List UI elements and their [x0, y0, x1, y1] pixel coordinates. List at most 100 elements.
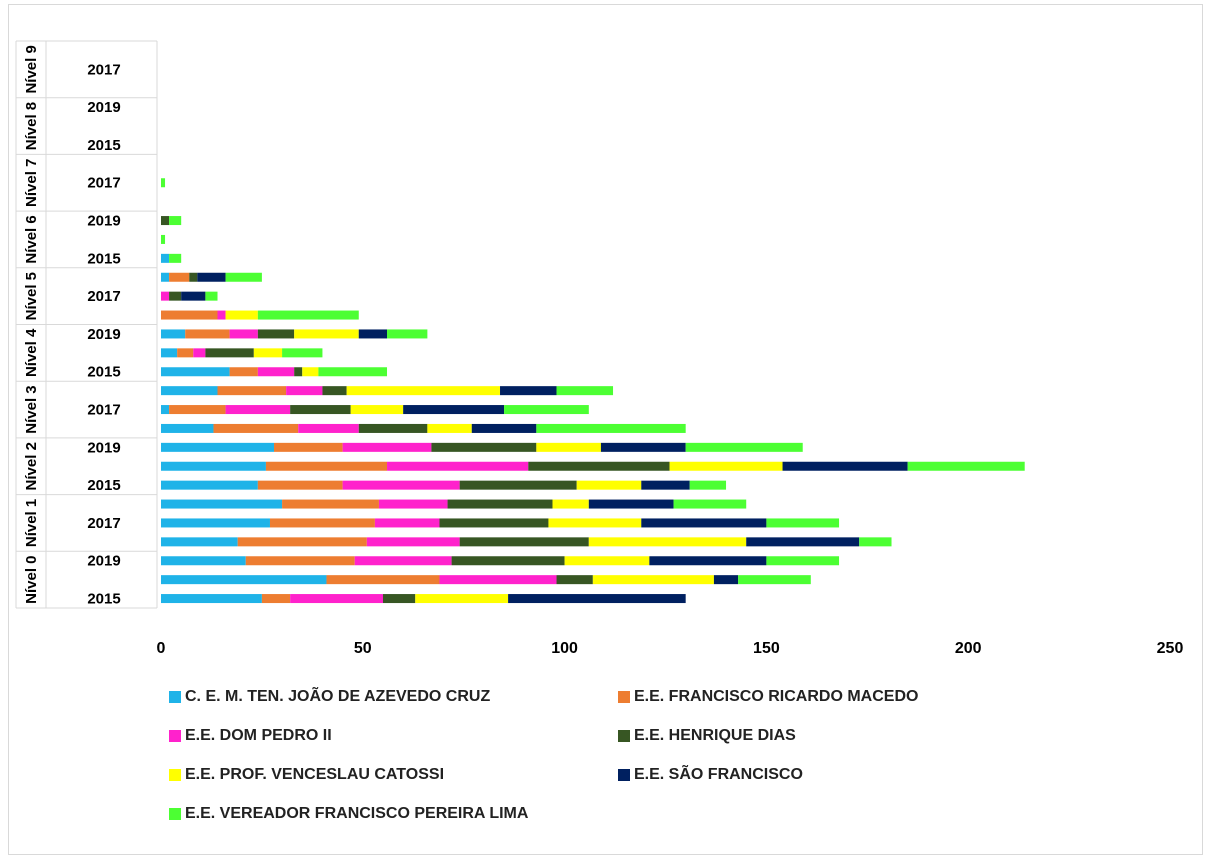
bar-segment [161, 461, 266, 471]
row-year-label: 2017 [87, 61, 120, 78]
bar-segment [342, 480, 460, 490]
bar-segment [161, 423, 214, 433]
legend-item: C. E. M. TEN. JOÃO DE AZEVEDO CRUZ [169, 688, 490, 706]
bar-segment [161, 329, 186, 339]
bar-segment [600, 442, 686, 452]
bar-segment [225, 310, 258, 320]
legend-label: E.E. PROF. VENCESLAU CATOSSI [185, 766, 445, 783]
bar-segment [282, 348, 323, 358]
bar-segment [592, 575, 714, 585]
group-label: Nível 0 [23, 555, 40, 603]
x-tick-label: 200 [955, 640, 982, 657]
bar-segment [342, 442, 432, 452]
bar-segment [907, 461, 1025, 471]
bar-segment [576, 480, 642, 490]
group-label: Nível 1 [23, 499, 40, 547]
bar-segment [197, 272, 226, 282]
bar-segment [431, 442, 537, 452]
bar-segment [253, 348, 283, 358]
row-year-label: 2019 [87, 99, 120, 116]
bar-segment [318, 367, 388, 377]
bar-segment [439, 518, 549, 528]
bar-segment [459, 537, 589, 547]
bar-segment [322, 386, 347, 396]
legend-label: E.E. HENRIQUE DIAS [634, 727, 796, 744]
bar-segment [161, 575, 327, 585]
bar-segment [169, 272, 190, 282]
row-year-label: 2019 [87, 213, 120, 230]
bar-segment [366, 537, 460, 547]
legend-label: E.E. VEREADOR FRANCISCO PEREIRA LIMA [185, 805, 529, 822]
bar-segment [415, 594, 509, 604]
bar-segment [588, 499, 674, 509]
bar-segment [439, 575, 557, 585]
row-year-label: 2015 [87, 591, 120, 608]
bar-segment [213, 423, 299, 433]
bar-segment [358, 329, 388, 339]
bar-segment [746, 537, 860, 547]
group-label: Nível 3 [23, 385, 40, 433]
bar-segment [641, 518, 767, 528]
bar-segment [685, 442, 803, 452]
bar-segment [161, 594, 262, 604]
bar-segment [387, 329, 428, 339]
bar-segment [689, 480, 727, 490]
legend-item: E.E. VEREADOR FRANCISCO PEREIRA LIMA [169, 805, 528, 823]
bar-segment [508, 594, 686, 604]
bar-segment [286, 386, 323, 396]
bar-segment [205, 348, 254, 358]
group-label: Nível 6 [23, 215, 40, 263]
legend-item: E.E. SÃO FRANCISCO [618, 766, 803, 784]
bar-segment [451, 556, 565, 566]
x-tick-label: 150 [753, 640, 780, 657]
bar-segment [564, 556, 650, 566]
legend-label: E.E. FRANCISCO RICARDO MACEDO [634, 688, 919, 705]
bar-segment [257, 367, 295, 377]
x-tick-label: 0 [157, 640, 166, 657]
bars [161, 178, 1025, 604]
legend-label: C. E. M. TEN. JOÃO DE AZEVEDO CRUZ [185, 688, 491, 705]
legend-swatch [169, 691, 181, 703]
bar-segment [161, 480, 258, 490]
bar-segment [403, 405, 505, 415]
bar-segment [177, 348, 194, 358]
bar-segment [185, 329, 230, 339]
bar-segment [161, 234, 166, 244]
group-label: Nível 2 [23, 442, 40, 490]
bar-segment [229, 367, 258, 377]
bar-segment [350, 405, 404, 415]
bar-segment [766, 556, 840, 566]
legend-item: E.E. PROF. VENCESLAU CATOSSI [169, 766, 444, 784]
bar-segment [669, 461, 783, 471]
bar-segment [161, 253, 170, 263]
legend-swatch [618, 730, 630, 742]
bar-segment [161, 386, 218, 396]
legend-item: E.E. FRANCISCO RICARDO MACEDO [618, 688, 918, 706]
row-year-label: 2019 [87, 553, 120, 570]
bar-segment [649, 556, 767, 566]
bar-segment [257, 310, 359, 320]
legend-swatch [618, 691, 630, 703]
bar-segment [237, 537, 367, 547]
bar-segment [382, 594, 416, 604]
bar-segment [161, 556, 246, 566]
bar-segment [161, 499, 283, 509]
chart-svg: Nível 0 Nível 1 Nível 2 Nível 3 Nível 4 Nível… [15, 40, 1183, 657]
bar-segment [556, 386, 614, 396]
bar-segment [358, 423, 428, 433]
row-year-label: 2017 [87, 515, 120, 532]
bar-segment [738, 575, 811, 585]
bar-segment [548, 518, 642, 528]
bar-segment [181, 291, 206, 301]
legend-label: E.E. DOM PEDRO II [185, 727, 332, 744]
bar-segment [290, 594, 383, 604]
bar-segment [302, 367, 319, 377]
bar-segment [217, 386, 287, 396]
bar-segment [290, 405, 351, 415]
bar-segment [346, 386, 501, 396]
bar-segment [161, 216, 170, 226]
bar-segment [169, 216, 182, 226]
bar-segment [552, 499, 589, 509]
legend-swatch [169, 730, 181, 742]
bar-segment [161, 272, 170, 282]
